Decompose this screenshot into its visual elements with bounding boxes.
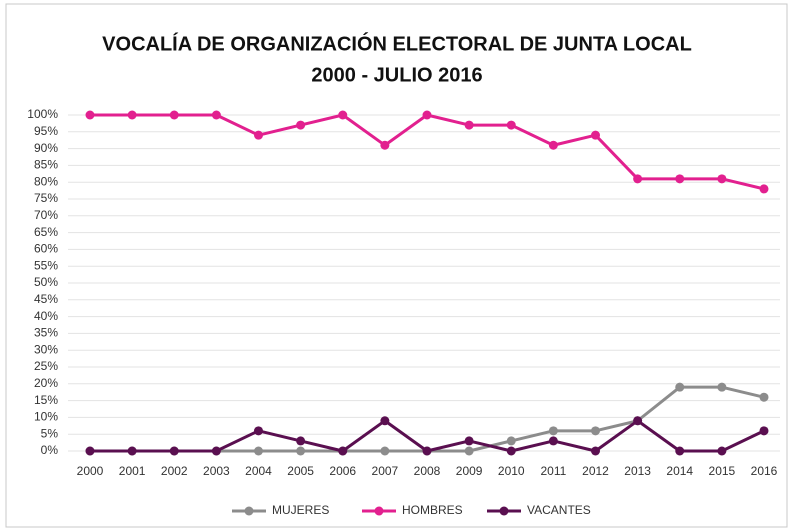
series-marker xyxy=(254,426,263,436)
series-marker xyxy=(254,446,263,456)
y-tick-label: 45% xyxy=(34,292,58,306)
series-marker xyxy=(211,446,221,456)
y-tick-label: 75% xyxy=(34,191,58,205)
y-tick-label: 25% xyxy=(34,359,58,373)
series-marker xyxy=(169,110,179,120)
x-tick-label: 2014 xyxy=(666,464,693,478)
y-tick-label: 85% xyxy=(34,158,58,172)
series-marker xyxy=(464,120,474,130)
x-tick-label: 2010 xyxy=(498,464,525,478)
y-tick-label: 15% xyxy=(34,393,58,407)
series-marker xyxy=(296,120,306,130)
series-marker xyxy=(127,110,137,120)
series-marker xyxy=(464,446,474,456)
x-tick-label: 2000 xyxy=(77,464,104,478)
y-tick-label: 95% xyxy=(34,124,58,138)
series-marker xyxy=(759,426,769,436)
series-marker xyxy=(633,174,643,184)
series-marker xyxy=(591,446,600,456)
series-marker xyxy=(85,446,95,456)
y-tick-label: 5% xyxy=(41,426,59,440)
chart-title: VOCALÍA DE ORGANIZACIÓN ELECTORAL DE JUN… xyxy=(102,31,692,55)
x-tick-label: 2005 xyxy=(287,464,314,478)
x-tick-label: 2009 xyxy=(456,464,483,478)
y-tick-label: 10% xyxy=(34,410,58,424)
series-marker xyxy=(296,446,306,456)
series-marker xyxy=(422,446,432,456)
series-marker xyxy=(127,446,137,456)
series-marker xyxy=(338,110,348,120)
series-marker xyxy=(464,436,474,446)
legend-label: HOMBRES xyxy=(402,503,463,517)
series-marker xyxy=(675,174,685,184)
x-tick-label: 2003 xyxy=(203,464,230,478)
series-marker xyxy=(548,436,558,446)
series-marker xyxy=(759,184,769,194)
y-tick-label: 55% xyxy=(34,258,58,272)
y-tick-label: 65% xyxy=(34,225,58,239)
series-marker xyxy=(759,392,769,402)
x-tick-label: 2006 xyxy=(329,464,356,478)
y-tick-label: 60% xyxy=(34,242,58,256)
series-marker xyxy=(591,130,600,140)
series-marker xyxy=(717,174,727,184)
chart-frame xyxy=(5,3,788,528)
series-marker xyxy=(591,426,600,436)
legend-marker xyxy=(244,506,254,516)
legend-label: MUJERES xyxy=(272,503,329,517)
x-tick-label: 2011 xyxy=(540,464,566,478)
series-marker xyxy=(380,140,390,150)
y-tick-label: 70% xyxy=(34,208,58,222)
series-marker xyxy=(675,446,685,456)
y-tick-label: 40% xyxy=(34,309,58,323)
y-tick-label: 100% xyxy=(27,107,58,121)
y-tick-label: 20% xyxy=(34,376,58,390)
legend-label: VACANTES xyxy=(527,503,591,517)
x-tick-label: 2001 xyxy=(119,464,146,478)
y-tick-label: 30% xyxy=(34,342,58,356)
series-marker xyxy=(717,446,727,456)
series-marker xyxy=(506,436,516,446)
series-marker xyxy=(254,130,263,140)
chart-subtitle: 2000 - JULIO 2016 xyxy=(311,64,482,86)
series-marker xyxy=(506,446,516,456)
series-marker xyxy=(548,140,558,150)
series-marker xyxy=(506,120,516,130)
series-marker xyxy=(548,426,558,436)
x-tick-label: 2012 xyxy=(582,464,609,478)
y-tick-label: 90% xyxy=(34,141,58,155)
y-tick-label: 80% xyxy=(34,174,58,188)
series-marker xyxy=(675,382,685,392)
x-tick-label: 2002 xyxy=(161,464,188,478)
series-marker xyxy=(296,436,306,446)
legend-marker xyxy=(499,506,509,516)
y-tick-label: 0% xyxy=(41,443,59,457)
series-marker xyxy=(717,382,727,392)
series-marker xyxy=(422,110,432,120)
x-tick-label: 2004 xyxy=(245,464,272,478)
x-tick-label: 2016 xyxy=(751,464,778,478)
x-tick-label: 2008 xyxy=(414,464,441,478)
series-marker xyxy=(380,446,390,456)
series-marker xyxy=(338,446,348,456)
series-marker xyxy=(169,446,179,456)
x-tick-label: 2015 xyxy=(709,464,736,478)
legend-marker xyxy=(374,506,384,516)
series-marker xyxy=(85,110,95,120)
y-tick-label: 35% xyxy=(34,326,58,340)
x-tick-label: 2007 xyxy=(372,464,399,478)
series-marker xyxy=(633,416,643,426)
y-tick-label: 50% xyxy=(34,275,58,289)
series-marker xyxy=(380,416,390,426)
x-tick-label: 2013 xyxy=(624,464,651,478)
series-marker xyxy=(211,110,221,120)
